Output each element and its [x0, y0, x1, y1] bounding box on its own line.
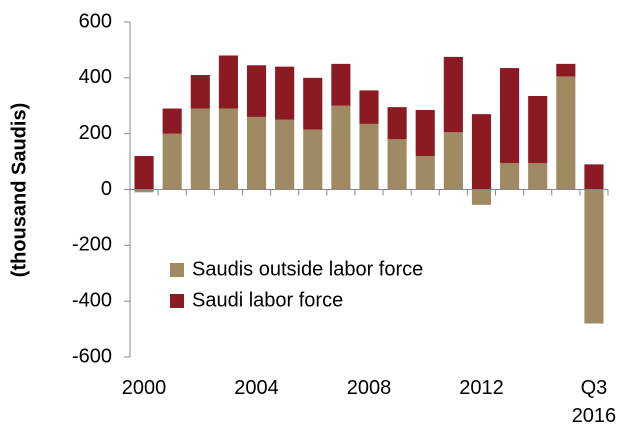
y-tick-label: 0: [101, 178, 112, 200]
bar: [331, 105, 351, 190]
bar: [471, 189, 492, 205]
bar: [387, 139, 407, 190]
bar: [471, 114, 492, 190]
bar: [387, 107, 407, 140]
legend-label: Saudis outside labor force: [192, 258, 423, 280]
y-tick-label: 200: [79, 122, 112, 144]
bar: [528, 162, 548, 190]
bar: [134, 189, 154, 193]
y-tick-label: 600: [79, 10, 112, 32]
x-tick-label: 2008: [346, 377, 392, 399]
bar: [162, 133, 182, 190]
bar: [331, 63, 351, 106]
x-tick-label: Q3 2016: [571, 377, 617, 427]
x-tick-label: 2012: [459, 377, 504, 399]
legend-swatch: [170, 294, 184, 308]
bar: [218, 55, 238, 109]
bar: [275, 119, 295, 190]
bar: [584, 189, 604, 324]
bar: [584, 164, 604, 190]
bar: [556, 76, 576, 190]
legend-swatch: [170, 263, 184, 277]
bar: [359, 90, 379, 124]
bar: [190, 108, 210, 190]
bar: [134, 156, 154, 190]
bar: [500, 162, 520, 190]
bar: [246, 116, 267, 190]
bar: [218, 108, 238, 190]
bar: [443, 132, 463, 190]
x-tick-label: 2000: [121, 377, 167, 399]
bar: [556, 63, 576, 77]
y-tick-label: -200: [72, 234, 112, 256]
bar: [500, 68, 520, 163]
bar: [443, 56, 463, 133]
bar: [528, 95, 548, 163]
bar: [190, 75, 210, 109]
bar: [275, 66, 295, 120]
bar: [303, 77, 323, 130]
bar: [359, 123, 379, 190]
bar: [303, 129, 323, 190]
y-axis-label: (thousand Saudis): [8, 103, 30, 277]
bar: [246, 65, 267, 117]
y-tick-label: -400: [72, 289, 112, 311]
legend-label: Saudi labor force: [192, 289, 343, 311]
bar: [415, 109, 435, 156]
y-tick-label: 400: [79, 66, 112, 88]
x-tick-label: 2004: [234, 377, 279, 399]
bar: [162, 108, 182, 134]
bar: [415, 156, 435, 190]
y-tick-label: -600: [72, 345, 112, 367]
